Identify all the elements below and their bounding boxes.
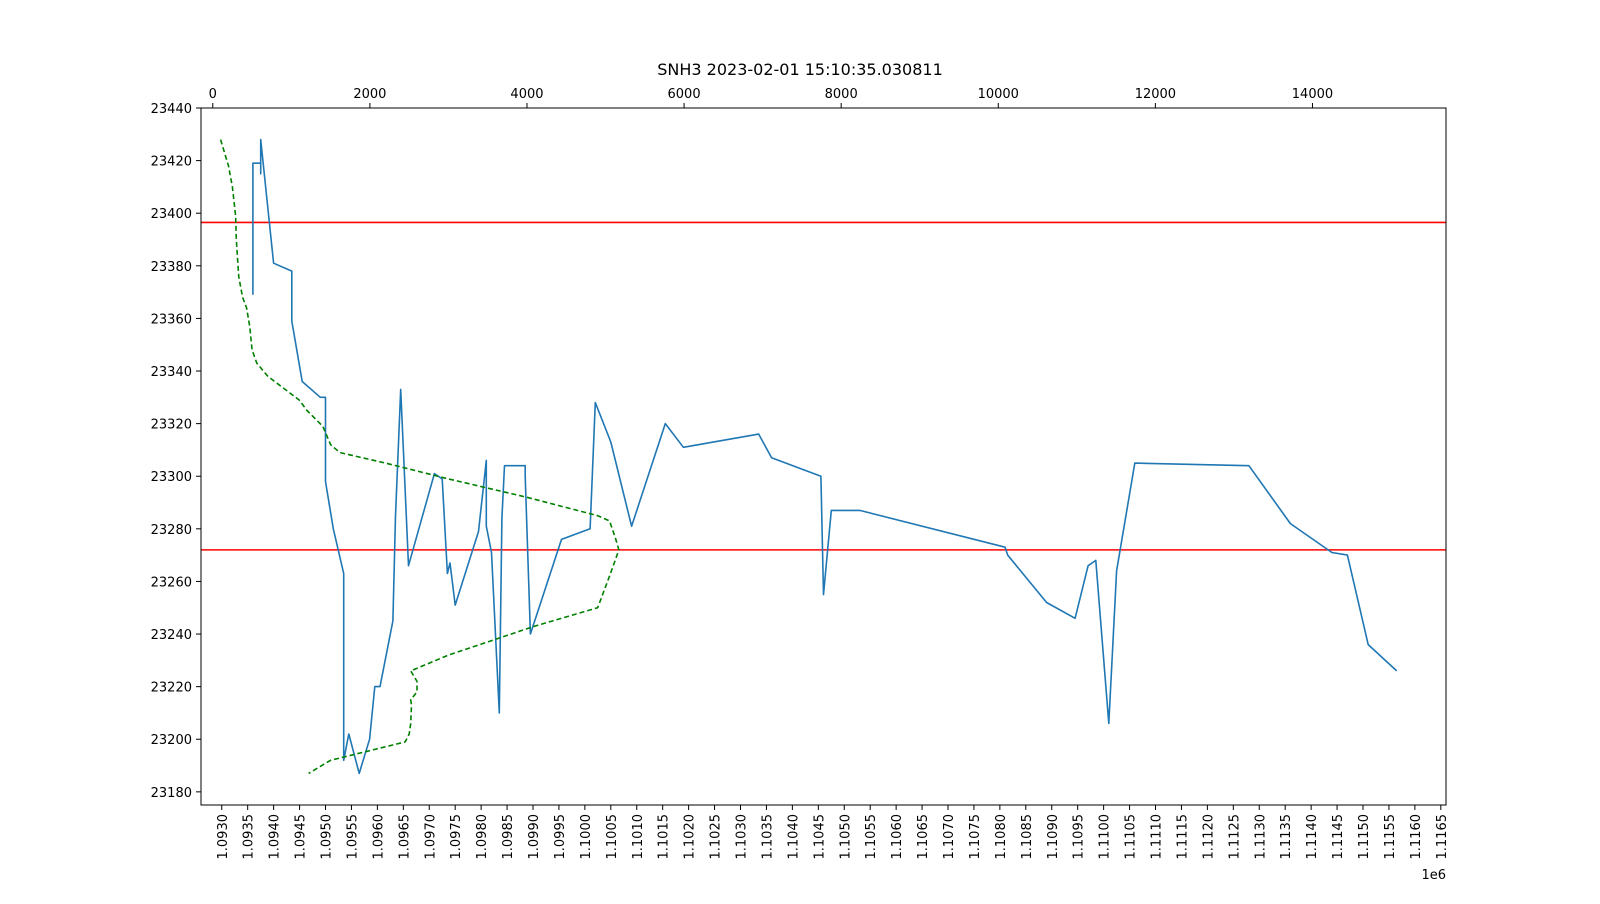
top-x-tick-label: 12000	[1135, 87, 1176, 102]
x-tick-label: 1.1065	[916, 814, 931, 860]
x-tick-label: 1.1015	[657, 814, 672, 860]
x-tick-label: 1.1115	[1175, 814, 1190, 860]
x-tick-label: 1.1165	[1435, 814, 1450, 860]
top-x-tick-label: 6000	[668, 87, 701, 102]
x-tick-label: 1.0970	[423, 814, 438, 860]
x-tick-label: 1.1130	[1253, 814, 1268, 860]
x-tick-label: 1.1025	[709, 814, 724, 860]
x-tick-label: 1.1150	[1357, 814, 1372, 860]
x-tick-label: 1.1000	[579, 814, 594, 860]
y-tick-label: 23420	[151, 155, 192, 170]
x-tick-label: 1.1075	[968, 814, 983, 860]
x-tick-label: 1.1160	[1409, 814, 1424, 860]
x-tick-label: 1.0985	[501, 814, 516, 860]
x-tick-label: 1.1070	[942, 814, 957, 860]
x-tick-label: 1.0995	[553, 814, 568, 860]
x-tick-label: 1.1030	[735, 814, 750, 860]
x-tick-label: 1.1050	[838, 814, 853, 860]
top-x-tick-label: 4000	[510, 87, 543, 102]
x-tick-label: 1.1035	[760, 814, 775, 860]
x-tick-label: 1.1145	[1331, 814, 1346, 860]
chart-title: SNH3 2023-02-01 15:10:35.030811	[657, 60, 943, 79]
y-tick-label: 23200	[151, 733, 192, 748]
x-tick-label: 1.1090	[1046, 814, 1061, 860]
plot-frame	[200, 107, 1447, 806]
top-x-tick-label: 2000	[353, 87, 386, 102]
x-tick-label: 1.0930	[216, 814, 231, 860]
x-tick-label: 1.0935	[242, 814, 257, 860]
y-tick-label: 23300	[151, 470, 192, 485]
y-tick-label: 23380	[151, 260, 192, 275]
x-tick-label: 1.1020	[683, 814, 698, 860]
x-axis-offset-label: 1e6	[1421, 868, 1446, 883]
x-tick-label: 1.1105	[1124, 814, 1139, 860]
y-tick-label: 23180	[151, 786, 192, 801]
x-tick-label: 1.1080	[994, 814, 1009, 860]
y-tick-label: 23260	[151, 575, 192, 590]
x-tick-label: 1.0950	[320, 814, 335, 860]
x-tick-label: 1.0960	[371, 814, 386, 860]
x-tick-label: 1.1140	[1305, 814, 1320, 860]
x-tick-label: 1.1055	[864, 814, 879, 860]
y-tick-label: 23220	[151, 681, 192, 696]
x-tick-label: 1.0945	[294, 814, 309, 860]
x-tick-label: 1.0955	[345, 814, 360, 860]
axes: 1.0930 1.0935 1.0940 1.0945 1.0950 1.0955 1.09…	[151, 87, 1450, 860]
dashed-series-line-2	[219, 139, 620, 775]
x-tick-label: 1.1005	[605, 814, 620, 860]
top-x-tick-label: 10000	[978, 87, 1019, 102]
y-tick-label: 23280	[151, 523, 192, 538]
y-tick-label: 23320	[151, 418, 192, 433]
x-tick-label: 1.1125	[1227, 814, 1242, 860]
series-layer	[219, 138, 1398, 775]
y-tick-label: 23240	[151, 628, 192, 643]
x-tick-label: 1.0940	[268, 814, 283, 860]
x-tick-label: 1.1100	[1098, 814, 1113, 860]
x-tick-label: 1.1095	[1072, 814, 1087, 860]
x-tick-label: 1.1155	[1383, 814, 1398, 860]
y-tick-label: 23400	[151, 207, 192, 222]
top-x-tick-label: 8000	[825, 87, 858, 102]
y-tick-label: 23360	[151, 312, 192, 327]
top-x-tick-label: 14000	[1292, 87, 1333, 102]
x-tick-label: 1.1010	[631, 814, 646, 860]
x-tick-label: 1.1110	[1150, 814, 1165, 860]
y-tick-label: 23440	[151, 102, 192, 117]
x-tick-label: 1.1085	[1020, 814, 1035, 860]
x-tick-label: 1.1045	[812, 814, 827, 860]
x-tick-label: 1.0980	[475, 814, 490, 860]
x-tick-label: 1.1060	[890, 814, 905, 860]
x-tick-label: 1.1040	[786, 814, 801, 860]
x-tick-label: 1.0975	[449, 814, 464, 860]
x-tick-label: 1.1135	[1279, 814, 1294, 860]
y-tick-label: 23340	[151, 365, 192, 380]
x-tick-label: 1.1120	[1201, 814, 1216, 860]
solid-series-line-1	[252, 138, 1398, 775]
top-x-tick-label: 0	[209, 87, 217, 102]
x-tick-label: 1.0965	[397, 814, 412, 860]
x-tick-label: 1.0990	[527, 814, 542, 860]
